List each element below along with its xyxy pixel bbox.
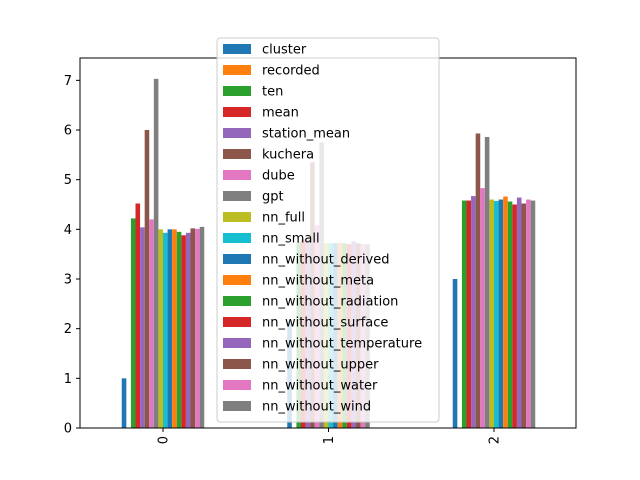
legend-swatch — [223, 296, 251, 306]
legend-label: nn_without_temperature — [262, 337, 422, 352]
legend-swatch — [223, 191, 251, 201]
legend-label: nn_without_meta — [262, 274, 374, 289]
y-tick-label: 4 — [64, 223, 72, 238]
legend-swatch — [223, 338, 251, 348]
legend-swatch — [223, 86, 251, 96]
legend-label: nn_without_radiation — [262, 295, 398, 310]
bar-kuchera-2 — [475, 133, 481, 429]
bar-nn_without_radiation-2 — [507, 201, 513, 428]
legend-swatch — [223, 128, 251, 138]
bar-mean-0 — [135, 203, 141, 428]
bar-cluster-0 — [121, 378, 127, 428]
x-tick-label: 1 — [322, 436, 337, 444]
bar-nn_without_temperature-0 — [185, 232, 191, 428]
legend-label: cluster — [262, 43, 307, 58]
legend-label: nn_without_surface — [262, 316, 388, 331]
bar-nn_full-2 — [489, 199, 494, 428]
bar-nn_without_radiation-0 — [176, 231, 182, 428]
bar-station_mean-0 — [140, 227, 145, 428]
legend-swatch — [223, 359, 251, 369]
y-tick-label: 2 — [64, 322, 72, 337]
y-tick-label: 7 — [64, 74, 72, 89]
legend-label: nn_without_water — [262, 379, 378, 394]
legend-swatch — [223, 254, 251, 264]
legend-label: nn_full — [262, 211, 305, 226]
bar-dube-2 — [480, 188, 485, 428]
bar-gpt-0 — [153, 78, 159, 429]
y-tick-label: 1 — [64, 372, 72, 387]
x-axis: 0 1 2 — [157, 428, 503, 444]
bar-nn_without_upper-2 — [521, 203, 527, 428]
bar-nn_full-0 — [158, 229, 163, 428]
y-tick-label: 5 — [64, 173, 72, 188]
legend-label: recorded — [262, 64, 320, 79]
bar-nn_without_upper-0 — [190, 228, 196, 428]
y-axis: 0 1 2 3 4 5 6 7 — [64, 74, 80, 437]
bar-gpt-2 — [484, 136, 490, 428]
bar-nn_without_water-2 — [526, 199, 531, 428]
legend-swatch — [223, 170, 251, 180]
legend-swatch — [223, 317, 251, 327]
legend-label: nn_without_wind — [262, 400, 371, 415]
legend-label: dube — [262, 169, 295, 184]
legend-label: nn_small — [262, 232, 320, 247]
bar-ten-2 — [461, 200, 467, 428]
x-tick-label: 2 — [488, 436, 503, 444]
legend-label: gpt — [262, 190, 284, 205]
bar-nn_without_surface-2 — [512, 204, 517, 428]
bar-nn_without_derived-0 — [167, 229, 173, 428]
legend-label: kuchera — [262, 148, 314, 163]
bar-kuchera-0 — [144, 130, 150, 428]
y-tick-label: 3 — [64, 273, 72, 288]
bar-mean-2 — [466, 200, 472, 428]
legend-label: nn_without_upper — [262, 358, 379, 373]
bar-nn_without_water-0 — [195, 228, 200, 428]
bar-nn_without_meta-2 — [503, 196, 508, 428]
bar-nn_without_wind-0 — [199, 226, 205, 428]
legend-label: nn_without_derived — [262, 253, 390, 268]
bar-nn_small-0 — [163, 232, 168, 428]
bar-dube-0 — [149, 219, 154, 428]
legend-swatch — [223, 401, 251, 411]
legend-swatch — [223, 212, 251, 222]
bar-nn_without_wind-2 — [530, 200, 536, 428]
bar-ten-0 — [130, 218, 136, 428]
legend-label: station_mean — [262, 127, 350, 142]
bar-nn_without_meta-0 — [172, 229, 177, 428]
legend-swatch — [223, 107, 251, 117]
legend-swatch — [223, 380, 251, 390]
bar-nn_without_temperature-2 — [516, 197, 522, 428]
legend-box — [216, 37, 440, 423]
y-tick-label: 6 — [64, 124, 72, 139]
legend-swatch — [223, 275, 251, 285]
legend-swatch — [223, 44, 251, 54]
bar-cluster-2 — [452, 279, 458, 428]
legend-swatch — [223, 233, 251, 243]
legend-swatch — [223, 149, 251, 159]
legend-label: mean — [262, 106, 299, 121]
y-tick-label: 0 — [64, 422, 72, 437]
bar-nn_small-2 — [494, 201, 499, 428]
bar-station_mean-2 — [471, 196, 476, 428]
legend-label: ten — [262, 85, 283, 100]
x-tick-label: 0 — [157, 436, 172, 444]
legend: cluster recorded ten mean station_meankucher… — [216, 37, 440, 423]
bar-nn_without_surface-0 — [181, 235, 186, 428]
bar-nn_without_derived-2 — [498, 199, 504, 428]
legend-swatch — [223, 65, 251, 75]
